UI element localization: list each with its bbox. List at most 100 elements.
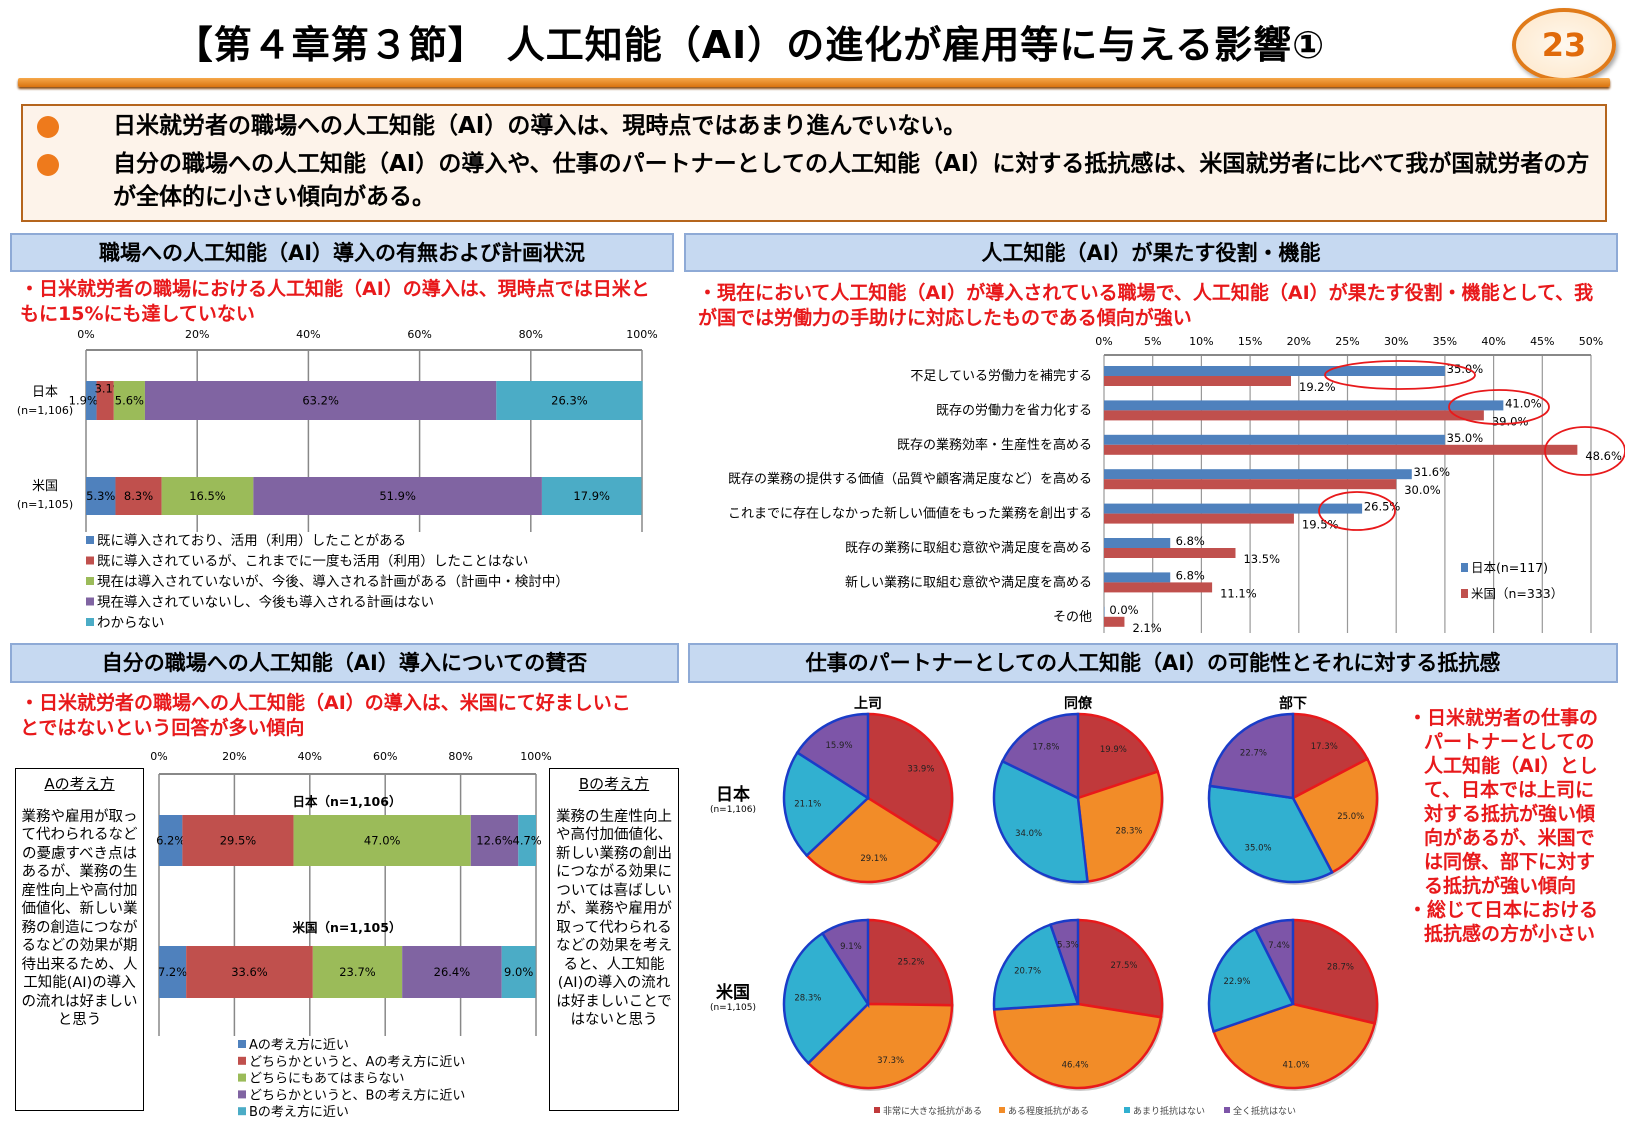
highlight-ellipse [1318, 491, 1396, 531]
pie-data-label: 46.4% [1062, 1060, 1089, 1070]
x-tick-label: 35% [1433, 335, 1457, 348]
bar-segment [541, 477, 642, 515]
pie-data-label: 25.0% [1337, 812, 1364, 822]
legend-swatch [1124, 1107, 1130, 1113]
x-tick-label: 25% [1335, 335, 1359, 348]
pie-slice [1000, 712, 1080, 800]
x-tick-label: 80% [519, 328, 543, 341]
pie-data-label: 20.7% [1014, 967, 1041, 977]
legend-swatch [86, 618, 94, 626]
data-label: 5.6% [115, 394, 144, 408]
bullet-icon [37, 154, 59, 176]
category-label: 米国（n=1,105） [292, 920, 402, 935]
opinion-b-box: Bの考え方 業務の生産性向上や高付加価値化、新しい業務の創出につながる効果につい… [549, 768, 679, 1111]
legend-label: 現在は導入されていないが、今後、導入される計画がある（計画中・検討中） [97, 574, 569, 590]
data-label: 26.3% [551, 394, 588, 408]
legend-swatch [999, 1107, 1005, 1113]
pie-data-label: 17.3% [1311, 742, 1338, 752]
x-tick-label: 20% [185, 328, 209, 341]
legend-label: ある程度抵抗がある [1008, 1105, 1089, 1117]
data-label: 6.8% [1176, 534, 1205, 548]
bar [1104, 469, 1412, 480]
pie-data-label: 37.3% [877, 1056, 904, 1066]
bar-segment [518, 815, 536, 866]
bar [1104, 400, 1504, 411]
category-label: 既存の労働力を省力化する [936, 403, 1092, 418]
pie-slice [1207, 927, 1295, 1034]
pie-slice [1291, 918, 1379, 1025]
section-header-ai-approval: 自分の職場への人工知能（AI）導入についての賛否 [10, 643, 679, 683]
bar [1104, 503, 1363, 514]
bar [1104, 616, 1125, 627]
data-label: 0.0% [1109, 603, 1138, 617]
bar [1104, 376, 1292, 386]
pie-data-label: 35.0% [1245, 843, 1272, 853]
bar-segment [115, 477, 162, 515]
highlight-ellipse [1544, 426, 1625, 476]
data-label: 48.6% [1585, 449, 1622, 463]
summary-box: 日米就労者の職場への人工知能（AI）の導入は、現時点ではあまり進んでいない。 自… [21, 104, 1607, 222]
pie-data-label: 19.9% [1100, 745, 1127, 755]
bar-segment [159, 946, 187, 998]
data-label: 8.3% [124, 489, 153, 503]
data-label: 7.2% [158, 965, 187, 979]
legend-swatch [1461, 563, 1468, 572]
legend-swatch [238, 1107, 246, 1116]
pie-data-label: 15.9% [826, 741, 853, 751]
legend-label: 日本(n=117) [1471, 560, 1548, 575]
pie-slice [1076, 769, 1164, 883]
category-label: (n=1,105) [17, 498, 73, 511]
bullet-icon [37, 116, 59, 138]
pie-data-label: 22.7% [1240, 748, 1267, 758]
bar-segment [86, 477, 116, 515]
bar [1104, 410, 1484, 421]
legend-label: どちらかというと、Aの考え方に近い [249, 1054, 465, 1070]
pie-slice [1208, 712, 1295, 800]
highlight-ellipse [1448, 389, 1550, 425]
pie-column-title: 上司 [854, 696, 882, 712]
pie-data-label: 9.1% [840, 942, 862, 952]
section-header-ai-partner: 仕事のパートナーとしての人工知能（AI）の可能性とそれに対する抵抗感 [688, 643, 1618, 683]
bar [1104, 548, 1236, 558]
pie-slice [1253, 918, 1295, 1005]
pie-column-title: 同僚 [1064, 696, 1092, 712]
pie-slice [1291, 712, 1370, 801]
category-label: その他 [1053, 610, 1092, 625]
pie-data-label: 33.9% [907, 765, 934, 775]
x-tick-label: 100% [520, 750, 551, 763]
legend-label: 既に導入されており、活用（利用）したことがある [97, 533, 406, 549]
pie-row-label: 米国 (n=1,105) [709, 983, 757, 1013]
bar [1104, 513, 1294, 524]
data-label: 4.7% [513, 834, 542, 848]
bar-segment [312, 946, 403, 998]
legend-swatch [1461, 589, 1468, 598]
bar [1104, 538, 1171, 548]
pie-slice [866, 918, 954, 1007]
data-label: 29.5% [220, 834, 257, 848]
pie-data-label: 34.0% [1015, 829, 1042, 839]
category-label: 新しい業務に取組む意欲や満足度を高める [845, 574, 1092, 590]
bar-segment [113, 381, 145, 420]
legend-label: 全く抵抗はない [1233, 1105, 1296, 1117]
x-tick-label: 0% [77, 328, 94, 341]
data-label: 51.9% [379, 489, 416, 503]
data-label: 2.1% [1132, 621, 1161, 635]
legend-label: どちらかというと、Bの考え方に近い [249, 1087, 465, 1103]
bar-segment [96, 381, 114, 420]
pie-data-label: 27.5% [1111, 961, 1138, 971]
category-label: これまでに存在しなかった新しい価値をもった業務を創出する [728, 506, 1092, 522]
legend-swatch [86, 577, 94, 585]
data-label: 5.3% [86, 489, 115, 503]
x-tick-label: 40% [296, 328, 320, 341]
data-label: 19.5% [1302, 518, 1339, 532]
partner-note: ・日米就労者の仕事のパートナーとしての人工知能（AI）として、日本では上司に対す… [1408, 707, 1599, 945]
bar-segment [402, 946, 502, 998]
data-label: 47.0% [364, 834, 401, 848]
data-label: 39.0% [1492, 414, 1529, 428]
category-label: 日本 [32, 385, 58, 400]
legend-swatch [238, 1090, 246, 1099]
bar-segment [86, 381, 97, 420]
pie-slice [1291, 757, 1379, 875]
category-label: 既存の業務の提供する価値（品質や顧客満足度など）を高める [728, 471, 1092, 487]
